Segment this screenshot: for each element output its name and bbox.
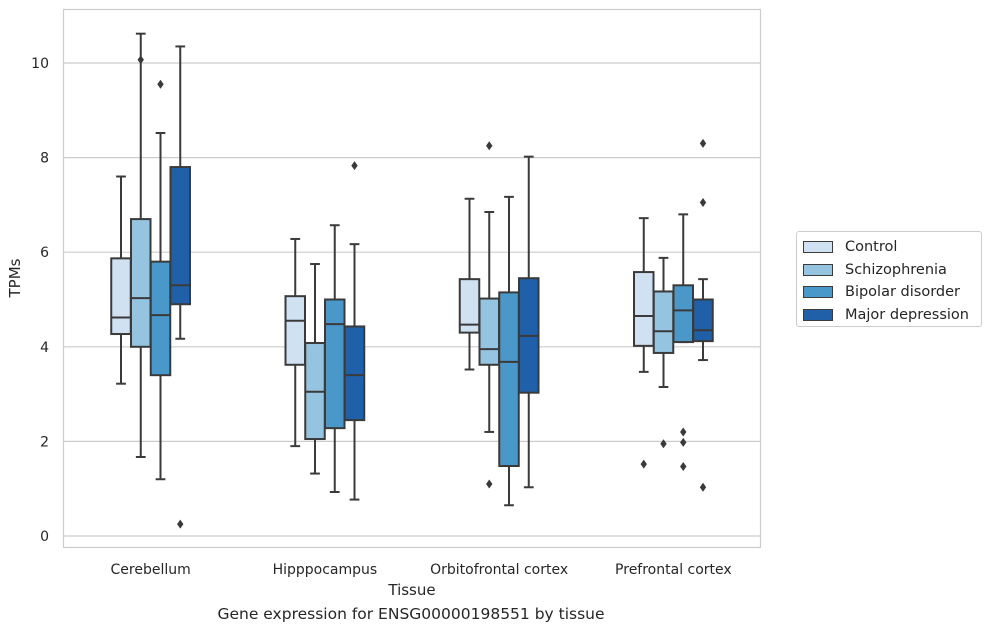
- outlier-point: [137, 55, 144, 65]
- box-schizophrenia: [652, 256, 675, 449]
- box-bipolar-disorder: [324, 224, 346, 494]
- box-iqr: [324, 298, 346, 430]
- y-tick-label: 8: [40, 151, 49, 167]
- outlier-point: [699, 138, 707, 148]
- box-major-depression: [518, 155, 540, 489]
- outlier-point: [680, 437, 687, 447]
- box-control: [458, 197, 481, 371]
- y-tick-labels: 0 2 4 6 8 10: [31, 56, 49, 545]
- box-control: [633, 217, 655, 469]
- box-iqr: [652, 290, 675, 354]
- outlier-point: [660, 439, 667, 449]
- box-iqr: [692, 298, 714, 343]
- y-tick-label: 10: [31, 56, 49, 72]
- x-tick-label: Orbitofrontal cortex: [430, 562, 568, 578]
- outlier-point: [486, 141, 493, 151]
- x-tick-label: Hipppocampus: [273, 562, 378, 578]
- box-iqr: [672, 284, 694, 344]
- outlier-point: [486, 479, 493, 489]
- y-tick-label: 0: [40, 529, 49, 545]
- x-tick-label: Cerebellum: [111, 562, 191, 578]
- box-iqr: [498, 291, 520, 467]
- box-schizophrenia: [304, 263, 326, 475]
- legend-item: Major depression: [803, 304, 981, 327]
- outlier-point: [699, 198, 707, 208]
- legend-item: Schizophrenia: [803, 259, 981, 282]
- box-major-depression: [343, 161, 366, 501]
- legend: Control Schizophrenia Bipolar disorder Majo…: [796, 231, 982, 327]
- outlier-point: [351, 161, 358, 171]
- legend-item: Control: [803, 236, 981, 259]
- x-tick-labels: Cerebellum Hipppocampus Orbitofrontal cort…: [111, 562, 732, 578]
- box-groups: [110, 32, 714, 529]
- box-iqr: [110, 257, 132, 336]
- legend-swatch: [803, 308, 833, 321]
- legend-label: Control: [845, 239, 898, 256]
- y-axis-label: TPMs: [6, 258, 24, 298]
- box-schizophrenia: [478, 141, 500, 489]
- y-tick-label: 4: [40, 340, 49, 356]
- outlier-point: [157, 79, 164, 89]
- box-iqr: [478, 297, 500, 366]
- box-schizophrenia: [130, 32, 152, 459]
- box-bipolar-disorder: [672, 213, 694, 471]
- plot-area-frame: [62, 8, 762, 549]
- x-axis-label: Tissue: [387, 581, 435, 599]
- box-bipolar-disorder: [498, 195, 520, 507]
- y-tick-label: 2: [40, 434, 49, 450]
- legend-label: Bipolar disorder: [845, 284, 960, 301]
- legend-label: Major depression: [845, 306, 969, 323]
- legend-label: Schizophrenia: [845, 261, 947, 278]
- legend-item: Bipolar disorder: [803, 281, 981, 304]
- box-iqr: [169, 166, 191, 306]
- outlier-point: [680, 461, 687, 471]
- outlier-point: [699, 482, 707, 492]
- legend-swatch: [803, 286, 833, 299]
- box-major-depression: [692, 138, 714, 492]
- legend-swatch: [803, 263, 833, 276]
- outlier-point: [680, 427, 687, 437]
- chart-caption: Gene expression for ENSG00000198551 by t…: [217, 605, 605, 623]
- x-tick-label: Prefrontal cortex: [615, 562, 732, 578]
- legend-swatch: [803, 241, 833, 254]
- box-iqr: [633, 271, 655, 347]
- box-major-depression: [169, 45, 191, 529]
- box-iqr: [343, 325, 366, 422]
- box-bipolar-disorder: [149, 79, 172, 481]
- outlier-point: [177, 519, 184, 529]
- box-control: [110, 175, 132, 385]
- box-control: [284, 237, 306, 448]
- outlier-point: [640, 459, 647, 469]
- box-iqr: [284, 295, 306, 366]
- y-tick-label: 6: [40, 245, 49, 261]
- box-iqr: [130, 218, 152, 348]
- box-iqr: [149, 260, 172, 377]
